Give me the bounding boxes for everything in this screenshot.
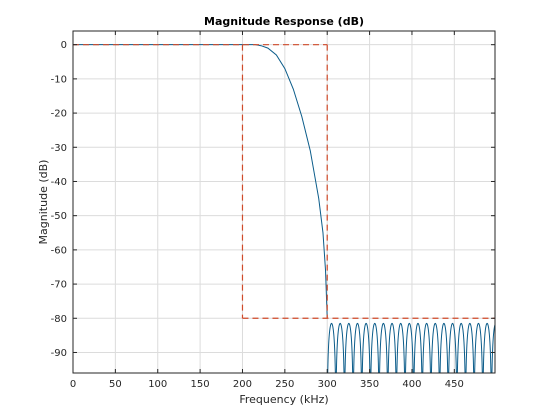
tick-layer: 0 50 100 150 200 250 300 350 400 450 0 -10 -20 -30 -40… [51,31,495,390]
x-tick-label: 450 [445,379,464,390]
x-axis-label: Frequency (kHz) [239,393,328,406]
grid-layer [72,31,495,373]
x-tick-label: 250 [275,379,294,390]
x-tick-label: 0 [70,379,76,390]
y-tick-label: -40 [51,177,67,188]
plot-frame [72,30,496,374]
x-tick-label: 200 [233,379,252,390]
y-tick-label: -20 [51,109,67,120]
y-tick-label: -30 [51,143,67,154]
y-tick-label: -50 [51,211,67,222]
x-tick-label: 300 [318,379,337,390]
chart-title: Magnitude Response (dB) [204,15,364,28]
x-tick-label: 400 [402,379,421,390]
x-tick-label: 150 [191,379,210,390]
y-tick-label: -10 [51,74,67,85]
x-tick-label: 50 [109,379,122,390]
data-layer [73,44,496,374]
x-tick-label: 350 [360,379,379,390]
y-tick-label: -90 [51,348,67,359]
y-axis-label: Magnitude (dB) [37,160,50,245]
y-tick-label: -70 [51,280,67,291]
y-tick-label: 0 [61,40,67,51]
response-passband-transition [73,44,328,319]
y-tick-label: -80 [51,314,67,325]
y-tick-label: -60 [51,245,67,256]
x-tick-label: 100 [148,379,167,390]
response-stopband-ripple [327,322,496,374]
